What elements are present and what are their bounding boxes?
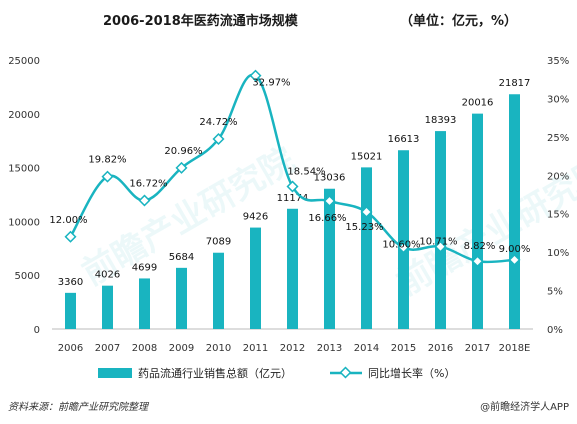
y-right-tick-label: 5% [547,287,563,298]
bar-value-label: 20016 [462,98,494,109]
growth-value-label: 9.00% [499,244,531,255]
x-tick-label: 2008 [132,343,157,354]
bar [65,292,76,329]
growth-point [286,180,299,193]
x-tick-label: 2015 [391,343,416,354]
legend-bar-swatch [98,368,132,378]
x-tick-label: 2009 [169,343,194,354]
bar [176,267,187,329]
y-right-tick-label: 35% [547,56,569,67]
x-tick-label: 2013 [317,343,342,354]
bar [472,113,483,329]
y-left-tick-label: 10000 [8,217,40,228]
y-left-tick-label: 5000 [15,271,40,282]
bar [287,208,298,329]
bar-labels: 3360 4026 4699 5684 7089 9426 11174 13036 15021 1… [58,78,531,288]
growth-value-label: 18.54% [287,167,325,178]
legend-bar-label: 药品流通行业销售总额（亿元） [138,366,292,380]
bar [139,278,150,329]
x-tick-label: 2010 [206,343,231,354]
bar-series [65,94,520,329]
y-right-tick-label: 15% [547,210,569,221]
legend-line-marker [339,366,352,379]
growth-value-label: 10.71% [419,237,457,248]
bar [361,167,372,329]
growth-point [434,240,447,253]
legend: 药品流通行业销售总额（亿元） 同比增长率（%） [98,366,455,380]
bar [102,285,113,329]
y-right-tick-label: 25% [547,133,569,144]
bar-value-label: 9426 [243,212,268,223]
x-tick-label: 2006 [58,343,83,354]
growth-point [212,132,225,146]
bar-value-label: 15021 [351,151,383,162]
y-right-tick-label: 20% [547,171,569,182]
growth-point [249,69,262,82]
growth-point [101,170,114,183]
growth-value-label: 19.82% [88,155,126,166]
growth-value-label: 16.66% [308,213,346,224]
y-left-tick-label: 15000 [8,164,40,175]
growth-point [360,205,373,218]
y-left-tick-label: 25000 [8,56,40,67]
bar [250,227,261,329]
bar-value-label: 16613 [388,134,420,145]
x-tick-label: 2012 [280,343,305,354]
bar [398,150,409,329]
axes: 0 5000 10000 15000 20000 25000 0% 5% 10% 15% 20% 25… [8,56,569,354]
y-right-tick-label: 30% [547,94,569,105]
bar-value-label: 7089 [206,237,231,248]
bar [213,252,224,329]
x-tick-label: 2018E [499,343,531,354]
source-note: 资料来源：前瞻产业研究院整理 [8,401,150,413]
unit-note: （单位：亿元，%） [400,13,517,29]
bar-value-label: 4026 [95,270,120,281]
y-left-tick-label: 20000 [8,110,40,121]
growth-value-label: 32.97% [252,78,290,89]
bar-value-label: 21817 [499,78,531,89]
growth-point [64,230,77,243]
growth-value-label: 24.72% [199,117,237,128]
bar-value-label: 3360 [58,277,83,288]
growth-point [508,253,521,266]
x-tick-label: 2007 [95,343,120,354]
line-series [64,69,521,268]
bar-value-label: 11174 [277,193,309,204]
bar [509,94,520,329]
line-labels: 12.00% 19.82% 16.72% 20.96% 24.72% 32.97% 18.5… [49,78,530,255]
growth-value-label: 20.96% [164,146,202,157]
growth-point [471,255,484,268]
x-tick-label: 2014 [354,343,379,354]
growth-value-label: 15.23% [345,222,383,233]
y-right-tick-label: 10% [547,248,569,259]
bar-value-label: 5684 [169,252,194,263]
growth-value-label: 12.00% [49,215,87,226]
growth-point [138,194,151,207]
brand-note: @前瞻经济学人APP [480,400,569,413]
chart-title: 2006-2018年医药流通市场规模 [103,13,299,29]
y-right-tick-label: 0% [547,325,563,336]
legend-line-label: 同比增长率（%） [368,366,455,380]
growth-point [175,161,188,174]
growth-value-label: 16.72% [129,178,167,189]
bar-value-label: 4699 [132,262,157,273]
growth-point [397,241,410,254]
y-left-tick-label: 0 [34,325,40,336]
growth-value-label: 10.60% [382,240,420,251]
bar [324,188,335,329]
bar [435,131,446,329]
growth-value-label: 8.82% [464,241,496,252]
bar-value-label: 13036 [314,173,346,184]
growth-point [323,194,336,207]
x-tick-label: 2017 [465,343,490,354]
x-tick-label: 2011 [243,343,268,354]
bar-value-label: 18393 [425,115,457,126]
x-tick-label: 2016 [428,343,453,354]
